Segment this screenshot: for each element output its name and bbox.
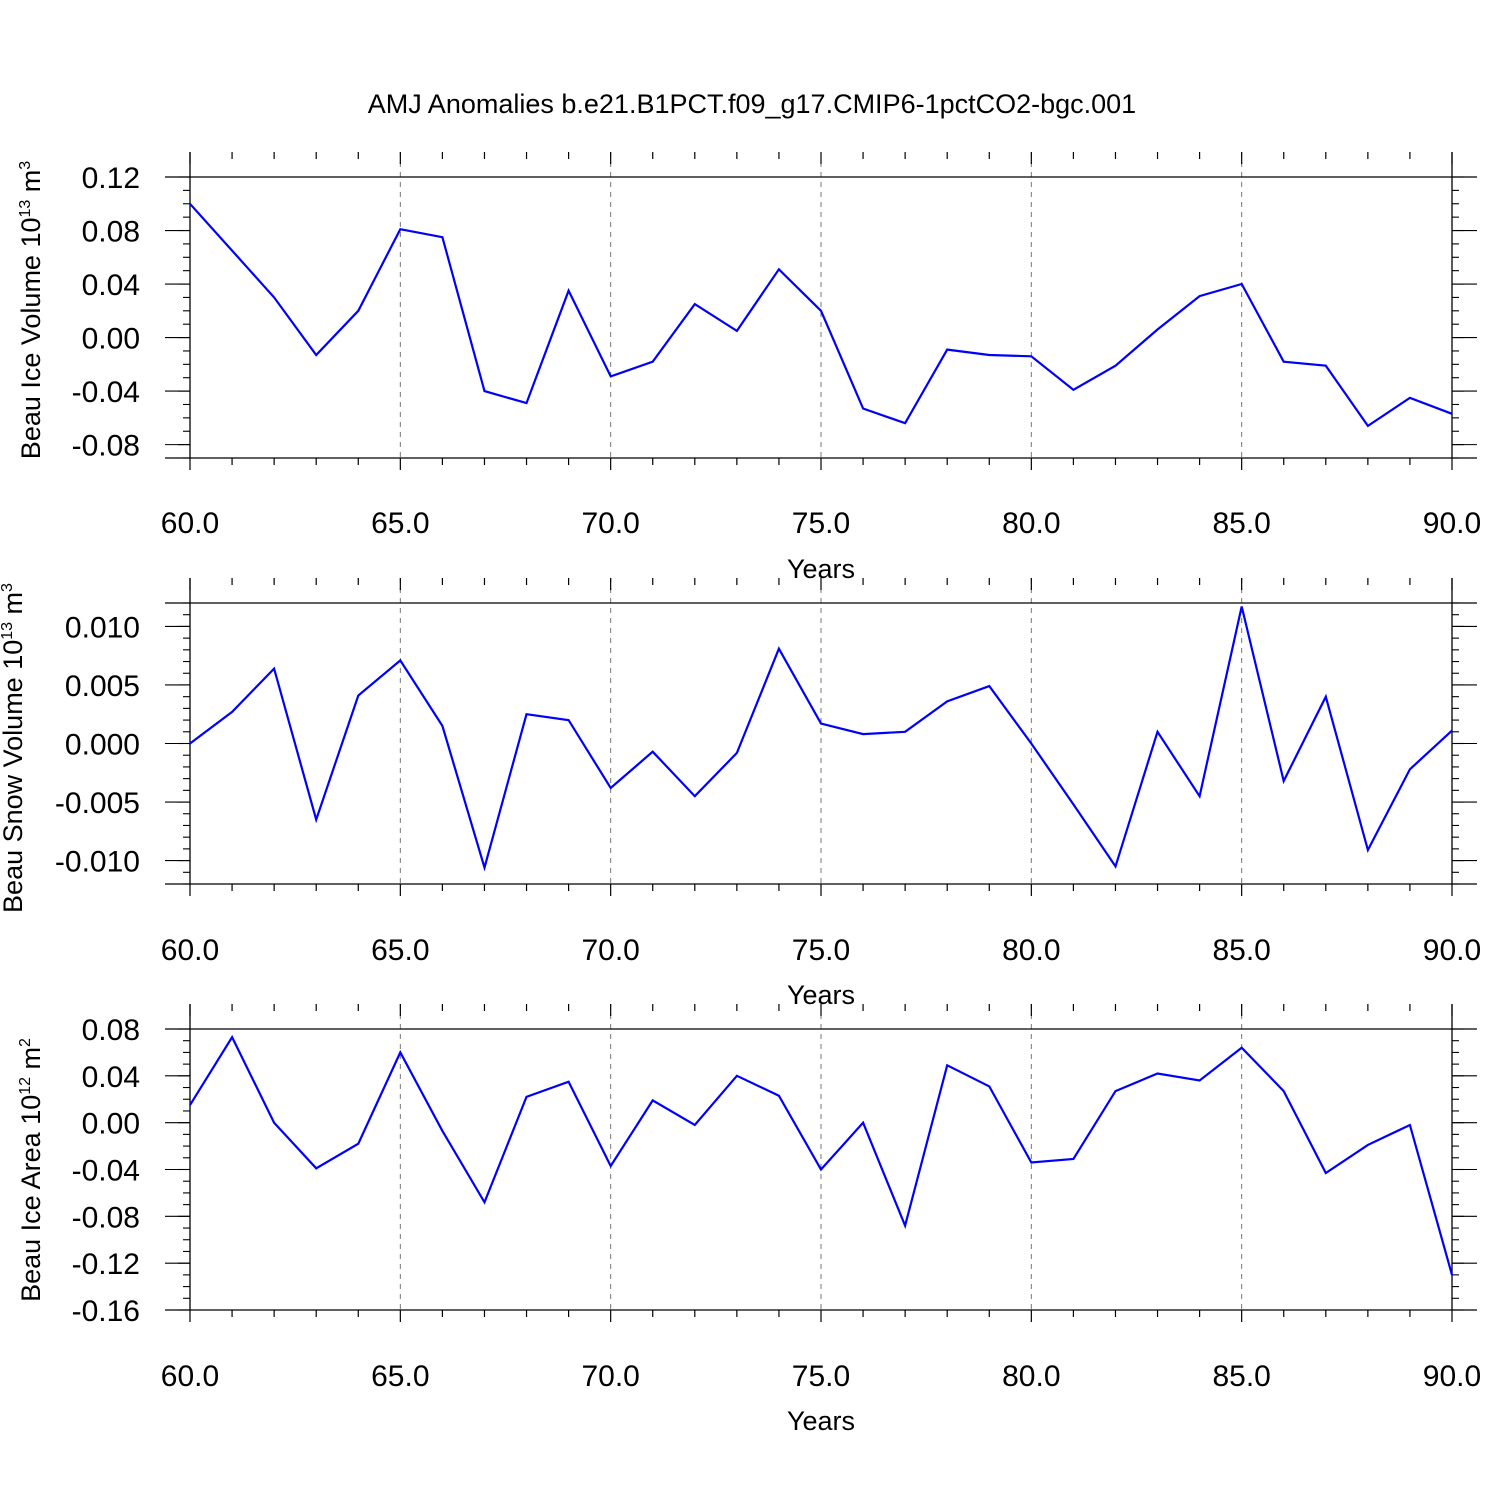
figure-title: AMJ Anomalies b.e21.B1PCT.f09_g17.CMIP6-… [368,89,1136,119]
x-tick-label: 75.0 [792,507,850,540]
x-tick-label: 65.0 [371,507,429,540]
y-tick-label: 0.08 [82,216,140,249]
chart-panel-1: -0.08 -0.04 0.00 0.04 0.08 0.12 60.0 65.0 70.0 75… [16,152,1481,584]
y-tick-label: 0.04 [82,269,140,302]
y-axis-title: Beau Ice Area 1012 m2 [16,1038,46,1302]
x-tick-label: 80.0 [1002,1360,1060,1393]
y-tick-label: 0.04 [82,1061,140,1094]
y-axis-title: Beau Ice Volume 1013 m3 [16,161,46,459]
x-tick-label: 70.0 [581,1360,639,1393]
series-line-1 [189,606,1453,872]
y-tick-label: 0.010 [65,611,140,644]
x-tick-label: 90.0 [1423,507,1481,540]
x-tick-label: 60.0 [161,507,219,540]
chart-panel-3: -0.16 -0.12 -0.08 -0.04 0.00 0.04 0.08 60.0 65.0… [16,1004,1481,1436]
y-tick-label: -0.16 [72,1295,140,1328]
y-tick-label: -0.12 [72,1248,140,1281]
y-tick-label: -0.04 [72,1155,140,1188]
x-tick-label: 90.0 [1423,934,1481,967]
x-tick-label: 85.0 [1212,934,1270,967]
y-tick-label: -0.08 [72,430,140,463]
y-axis-title: Beau Snow Volume 1013 m3 [0,583,28,913]
x-tick-label: 85.0 [1212,507,1270,540]
y-tick-label: -0.08 [72,1201,140,1234]
x-tick-label: 70.0 [581,507,639,540]
y-tick-label: -0.04 [72,376,140,409]
x-tick-label: 75.0 [792,934,850,967]
y-tick-label: 0.005 [65,670,140,703]
x-tick-label: 90.0 [1423,1360,1481,1393]
x-axis-title: Years [787,1406,855,1436]
x-tick-label: 80.0 [1002,507,1060,540]
chart-panels: -0.08 -0.04 0.00 0.04 0.08 0.12 60.0 65.0 70.0 75… [0,152,1481,1436]
y-tick-label: 0.00 [82,323,140,356]
x-tick-label: 60.0 [161,934,219,967]
y-tick-label: -0.010 [55,846,140,879]
series-line-1 [189,1034,1454,1276]
chart-panel-2: -0.010 -0.005 0.000 0.005 0.010 60.0 65.0 70.0 7… [0,578,1481,1010]
x-tick-label: 60.0 [161,1360,219,1393]
y-tick-label: 0.08 [82,1014,140,1047]
x-tick-label: 75.0 [792,1360,850,1393]
x-tick-label: 65.0 [371,1360,429,1393]
y-tick-label: -0.005 [55,787,140,820]
x-tick-label: 70.0 [581,934,639,967]
x-tick-label: 80.0 [1002,934,1060,967]
y-tick-label: 0.00 [82,1108,140,1141]
x-tick-label: 85.0 [1212,1360,1270,1393]
series-line-1 [189,203,1453,428]
y-tick-label: 0.12 [82,162,140,195]
x-tick-label: 65.0 [371,934,429,967]
y-tick-label: 0.000 [65,729,140,762]
